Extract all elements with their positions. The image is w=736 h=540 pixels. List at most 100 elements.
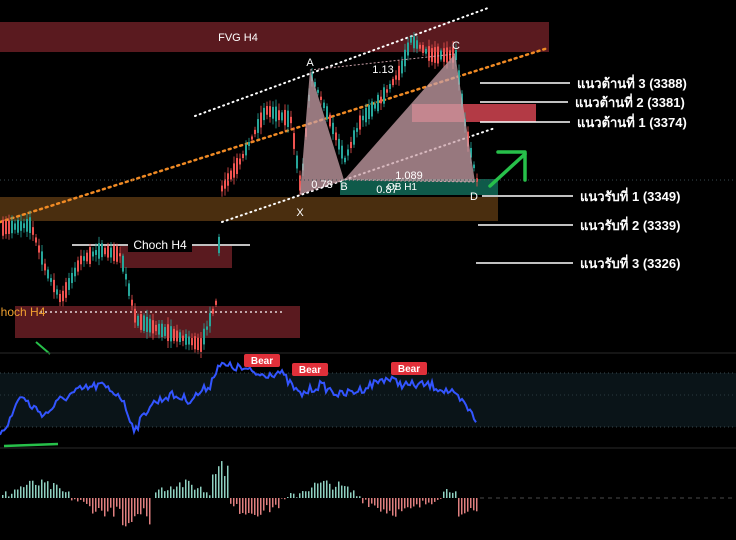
ratio-label-3: 0.87 — [376, 184, 397, 196]
harmonic-ac-line — [309, 53, 456, 71]
histogram-bar — [110, 498, 112, 508]
histogram-bar — [119, 498, 121, 509]
candle-body — [365, 107, 367, 123]
candle-body — [56, 289, 58, 295]
histogram-bar — [107, 498, 109, 512]
histogram-bar — [371, 498, 373, 504]
point-a-label: A — [306, 57, 314, 69]
bear-signal-2: Bear — [292, 363, 328, 376]
candle-body — [437, 46, 439, 64]
histogram-bar — [230, 498, 232, 504]
histogram-bar — [101, 498, 103, 511]
histogram-bar — [335, 486, 337, 498]
histogram-bar — [89, 498, 91, 507]
candle-body — [251, 136, 253, 140]
candle-body — [155, 324, 157, 332]
candle-body — [143, 315, 145, 331]
fvg-zone — [0, 22, 549, 52]
candle-body — [296, 155, 298, 169]
fvg-label: FVG H4 — [218, 32, 258, 44]
candle-body — [89, 247, 91, 264]
candle-body — [86, 252, 88, 262]
candle-body — [11, 220, 13, 234]
candle-body — [248, 141, 250, 147]
candle-body — [41, 251, 43, 265]
candle-body — [83, 256, 85, 261]
candle-body — [275, 106, 277, 122]
histogram-bar — [389, 498, 391, 511]
histogram-bar — [266, 498, 268, 506]
histogram-bar — [464, 498, 466, 514]
histogram-bar — [203, 492, 205, 498]
candle-body — [176, 330, 178, 342]
histogram-bar — [41, 479, 43, 498]
histogram-bar — [44, 482, 46, 498]
histogram-bar — [239, 498, 241, 514]
candle-body — [359, 115, 361, 130]
candle-body — [116, 246, 118, 262]
candle-body — [254, 129, 256, 135]
histogram-bar — [320, 482, 322, 498]
histogram-bar — [425, 498, 427, 505]
candle-body — [236, 158, 238, 174]
bear-signal-3-text: Bear — [398, 364, 420, 375]
candle-body — [224, 179, 226, 189]
histogram-bar — [47, 481, 49, 498]
histogram-bar — [416, 498, 418, 505]
histogram-bar — [35, 484, 37, 498]
candle-body — [74, 267, 76, 277]
candle-body — [401, 60, 403, 74]
histogram-bar — [191, 484, 193, 498]
support-3-label: แนวรับที่ 3 (3326) — [580, 254, 680, 271]
candle-body — [245, 144, 247, 156]
histogram-bar — [305, 491, 307, 498]
candle-body — [425, 48, 427, 54]
histogram-bar — [458, 498, 460, 517]
candle-body — [212, 308, 214, 314]
histogram-bar — [95, 498, 97, 512]
candle-body — [194, 336, 196, 350]
demand-zone — [0, 197, 498, 221]
histogram-bar — [449, 492, 451, 498]
green-trend-line — [35, 341, 51, 355]
candle-body — [428, 46, 430, 61]
candle-body — [167, 324, 169, 342]
candle-body — [137, 315, 139, 326]
histogram-bar — [104, 498, 106, 517]
histogram-bar — [284, 498, 286, 500]
candle-body — [5, 220, 7, 235]
candle-body — [473, 164, 475, 169]
candle-body — [131, 299, 133, 306]
choch-lower-label: Choch H4 — [0, 305, 46, 319]
histogram-bar — [386, 498, 388, 514]
histogram-bar — [260, 498, 262, 515]
histogram-bar — [137, 498, 139, 515]
histogram-bar — [422, 498, 424, 501]
candle-body — [416, 40, 418, 49]
candle-body — [47, 269, 49, 279]
candle-body — [182, 335, 184, 341]
candle-body — [443, 48, 445, 62]
candle-body — [341, 145, 343, 159]
candle-body — [368, 104, 370, 120]
histogram-bar — [221, 461, 223, 498]
histogram-bar — [434, 498, 436, 502]
point-c-label: C — [452, 40, 460, 52]
candle-body — [215, 300, 217, 305]
candle-body — [2, 219, 4, 236]
candle-body — [383, 87, 385, 104]
candle-body — [62, 290, 64, 302]
candle-body — [353, 130, 355, 145]
candle-body — [374, 103, 376, 109]
histogram-bar — [215, 474, 217, 498]
histogram-bar — [350, 492, 352, 498]
candle-body — [371, 101, 373, 117]
histogram-bar — [257, 498, 259, 517]
histogram-bar — [167, 490, 169, 498]
histogram-bar — [188, 480, 190, 498]
histogram-bar — [74, 498, 76, 500]
histogram-bar — [470, 498, 472, 509]
histogram-bar — [344, 486, 346, 498]
histogram-bar — [401, 498, 403, 512]
